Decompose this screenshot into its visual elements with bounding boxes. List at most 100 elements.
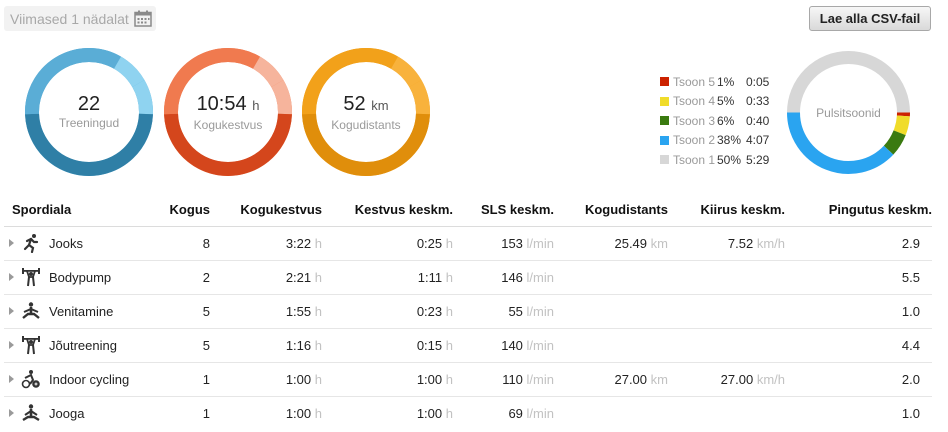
avg-duration-value: 1:00 bbox=[416, 405, 443, 421]
duration-donut: 10:54 h Kogukestvus bbox=[164, 48, 292, 176]
duration-ring bbox=[164, 48, 292, 176]
zone-label: Tsoon 3 bbox=[673, 113, 716, 128]
count-cell: 2 bbox=[138, 260, 210, 295]
avg-hr-unit: l/min bbox=[526, 337, 554, 353]
avg-hr-value: 153 bbox=[501, 235, 523, 251]
sport-cell: Venitamine bbox=[4, 294, 138, 329]
zone-time: 4:07 bbox=[746, 133, 770, 148]
hr-zone-arc-2 bbox=[787, 112, 894, 174]
stretching-icon bbox=[21, 301, 41, 321]
avg-speed-cell bbox=[668, 396, 785, 430]
total-distance-cell bbox=[554, 396, 668, 430]
zone-label: Tsoon 4 bbox=[673, 94, 716, 109]
total-duration-cell: 1:00 h bbox=[210, 362, 322, 397]
avg-duration-cell: 1:00 h bbox=[322, 396, 453, 430]
avg-speed-value: 27.00 bbox=[720, 371, 754, 387]
avg-duration-cell: 1:00 h bbox=[322, 362, 453, 397]
avg-hr-cell: 110 l/min bbox=[453, 362, 554, 397]
avg-speed-cell bbox=[668, 260, 785, 295]
avg-hr-cell: 153 l/min bbox=[453, 226, 554, 261]
duration-value: 10:54 bbox=[196, 93, 247, 115]
distance-ring-segment bbox=[390, 56, 422, 88]
period-selector[interactable]: Viimased 1 nädalat bbox=[4, 6, 156, 31]
avg-duration-cell: 0:15 h bbox=[322, 328, 453, 363]
expand-arrow-icon[interactable] bbox=[9, 341, 14, 349]
avg-effort-cell: 2.9 bbox=[785, 226, 932, 261]
distance-ring bbox=[302, 48, 430, 176]
table-header-row: Spordiala Kogus Kogukestvus Kestvus kesk… bbox=[4, 193, 932, 227]
expand-arrow-icon[interactable] bbox=[9, 409, 14, 418]
zone-row: Tsoon 4 5% 0:33 bbox=[660, 92, 769, 112]
expand-arrow-icon[interactable] bbox=[9, 273, 14, 281]
col-total-duration[interactable]: Kogukestvus bbox=[210, 193, 322, 227]
avg-hr-cell: 146 l/min bbox=[453, 260, 554, 295]
sessions-ring-segment bbox=[25, 113, 153, 176]
duration-label: Kogukestvus bbox=[193, 118, 263, 132]
zone-row: Tsoon 3 6% 0:40 bbox=[660, 111, 769, 131]
total-duration-unit: h bbox=[314, 337, 322, 353]
download-csv-button[interactable]: Lae alla CSV-fail bbox=[809, 6, 931, 31]
count-cell: 1 bbox=[202, 405, 210, 421]
table-row[interactable]: Indoor cycling 1 1:00 h 1:00 h 110 l/min 27.0… bbox=[4, 362, 932, 397]
sport-name: Venitamine bbox=[49, 303, 114, 319]
total-distance-value: 27.00 bbox=[614, 371, 648, 387]
sport-cell: Bodypump bbox=[4, 260, 138, 295]
sessions-ring-segment bbox=[132, 80, 153, 115]
count-cell: 5 bbox=[138, 328, 210, 363]
sport-name: Jooga bbox=[49, 405, 85, 421]
distance-ring-segment bbox=[365, 48, 398, 69]
expand-arrow-icon[interactable] bbox=[9, 239, 14, 247]
col-avg-hr[interactable]: SLS keskm. bbox=[453, 193, 554, 227]
avg-effort-cell: 2.0 bbox=[785, 362, 932, 397]
table-row[interactable]: Jooga 1 1:00 h 1:00 h 69 l/min 1.0 bbox=[4, 396, 932, 430]
zone-5-swatch bbox=[660, 77, 669, 87]
col-count[interactable]: Kogus bbox=[138, 193, 210, 227]
zone-label: Tsoon 5 bbox=[673, 74, 716, 89]
zone-label: Tsoon 2 bbox=[673, 133, 716, 148]
col-total-distance[interactable]: Kogudistants bbox=[554, 193, 668, 227]
zone-row: Tsoon 2 38% 4:07 bbox=[660, 131, 769, 151]
zone-2-swatch bbox=[660, 135, 669, 145]
col-avg-effort[interactable]: Pingutus keskm. bbox=[785, 193, 932, 227]
distance-donut: 52 km Kogudistants bbox=[302, 48, 430, 176]
sport-cell: Jõutreening bbox=[4, 328, 138, 363]
total-duration-value: 3:22 bbox=[285, 235, 312, 251]
col-avg-duration[interactable]: Kestvus keskm. bbox=[322, 193, 453, 227]
avg-duration-cell: 1:11 h bbox=[322, 260, 453, 295]
sport-name: Indoor cycling bbox=[49, 371, 130, 387]
total-distance-unit: km bbox=[650, 371, 668, 387]
expand-arrow-icon[interactable] bbox=[9, 375, 14, 383]
zone-percent: 5% bbox=[717, 94, 735, 109]
col-avg-speed[interactable]: Kiirus keskm. bbox=[668, 193, 785, 227]
total-distance-unit: km bbox=[650, 235, 668, 251]
weightlifting-icon bbox=[21, 335, 41, 355]
total-duration-unit: h bbox=[314, 269, 322, 285]
avg-hr-unit: l/min bbox=[526, 269, 554, 285]
table-row[interactable]: Bodypump 2 2:21 h 1:11 h 146 l/min 5.5 bbox=[4, 260, 932, 295]
avg-speed-unit: km/h bbox=[756, 371, 785, 387]
total-duration-cell: 1:16 h bbox=[210, 328, 322, 363]
total-distance-cell bbox=[554, 328, 668, 363]
hr-zone-arc-4 bbox=[893, 115, 910, 136]
distance-ring-segment bbox=[302, 113, 430, 176]
avg-hr-value: 110 bbox=[502, 371, 523, 387]
expand-arrow-icon[interactable] bbox=[9, 307, 14, 315]
avg-hr-unit: l/min bbox=[526, 303, 554, 319]
avg-hr-value: 69 bbox=[508, 405, 523, 421]
duration-ring-segment bbox=[164, 48, 229, 115]
avg-effort-cell: 4.4 bbox=[785, 328, 932, 363]
distance-ring-segment bbox=[302, 48, 367, 115]
duration-unit: h bbox=[252, 98, 260, 113]
col-sport[interactable]: Spordiala bbox=[4, 193, 138, 227]
total-duration-unit: h bbox=[314, 405, 322, 421]
avg-effort-cell: 1.0 bbox=[785, 294, 932, 329]
table-row[interactable]: Jooks 8 3:22 h 0:25 h 153 l/min 25.49 km 7.52 … bbox=[4, 226, 932, 261]
zone-time: 5:29 bbox=[746, 152, 770, 167]
total-duration-value: 1:00 bbox=[285, 371, 312, 387]
avg-hr-value: 140 bbox=[501, 337, 523, 353]
table-row[interactable]: Venitamine 5 1:55 h 0:23 h 55 l/min 1.0 bbox=[4, 294, 932, 329]
calendar-icon[interactable] bbox=[134, 10, 152, 27]
zone-percent: 6% bbox=[717, 113, 735, 128]
avg-duration-cell: 0:25 h bbox=[322, 226, 453, 261]
table-row[interactable]: Jõutreening 5 1:16 h 0:15 h 140 l/min 4.4 bbox=[4, 328, 932, 363]
